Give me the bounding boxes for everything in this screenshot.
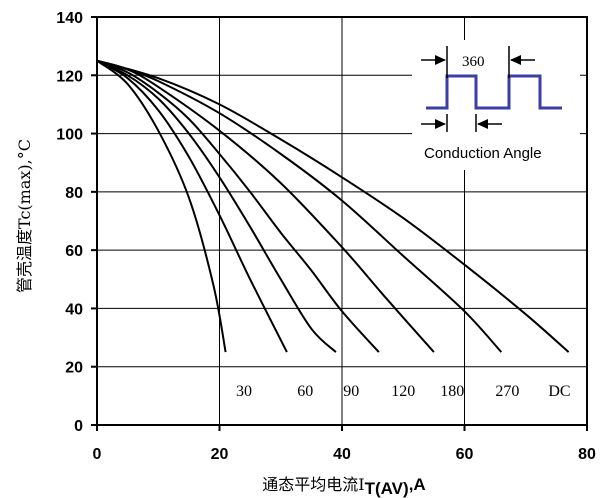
y-tick-label: 0: [74, 418, 83, 435]
conduction-waveform: [426, 74, 562, 110]
y-tick-labels: 0 20 40 60 80 100 120 140: [56, 10, 83, 435]
x-tick-label: 40: [333, 446, 351, 463]
curve-label: 60: [297, 383, 313, 400]
y-tick-label: 100: [56, 127, 83, 144]
curves: [96, 59, 570, 353]
plot-frame: [91, 16, 588, 431]
x-axis-title-main: 通态平均电流I: [262, 475, 364, 494]
y-tick-label: 80: [65, 185, 83, 202]
curve-label: DC: [548, 383, 570, 400]
x-axis-title-subscript: T(AV): [365, 479, 409, 498]
y-tick-label: 140: [56, 10, 83, 27]
curve-30: [96, 59, 227, 353]
x-tick-label: 80: [578, 446, 596, 463]
x-tick-label: 60: [456, 446, 474, 463]
curve-label: 30: [236, 383, 252, 400]
x-tick-label: 0: [93, 446, 102, 463]
x-tick-labels: 0 20 40 60 80: [93, 446, 596, 463]
curve-label: 180: [440, 383, 464, 400]
conduction-arrowhead-right: [477, 119, 488, 129]
curve-90: [96, 59, 337, 353]
conduction-angle-caption: Conduction Angle: [424, 145, 542, 162]
curve-60: [96, 59, 288, 353]
curve-270: [96, 59, 503, 353]
x-axis-title-unit: ,A: [409, 475, 426, 494]
period-label: 360: [462, 54, 485, 70]
y-axis-title: 管壳温度Tc(max),°C: [15, 139, 34, 293]
curve-120: [96, 59, 380, 353]
x-axis-title: 通态平均电流IT(AV),A: [262, 475, 425, 498]
x-tick-label: 20: [211, 446, 229, 463]
curve-dc: [96, 59, 570, 353]
y-tick-label: 40: [65, 301, 83, 318]
period-arrowhead-left: [435, 55, 446, 65]
curve-label: 270: [495, 383, 519, 400]
y-tick-label: 20: [65, 360, 83, 377]
curve-label: 90: [343, 383, 359, 400]
conduction-angle-inset: 360 Conduction Angle: [412, 40, 580, 170]
y-tick-label: 60: [65, 243, 83, 260]
curve-label: 120: [391, 383, 415, 400]
conduction-arrowhead-left: [435, 119, 446, 129]
curve-labels: 30 60 90 120 180 270 DC: [236, 383, 571, 400]
y-tick-label: 120: [56, 68, 83, 85]
period-arrowhead-right: [510, 55, 521, 65]
